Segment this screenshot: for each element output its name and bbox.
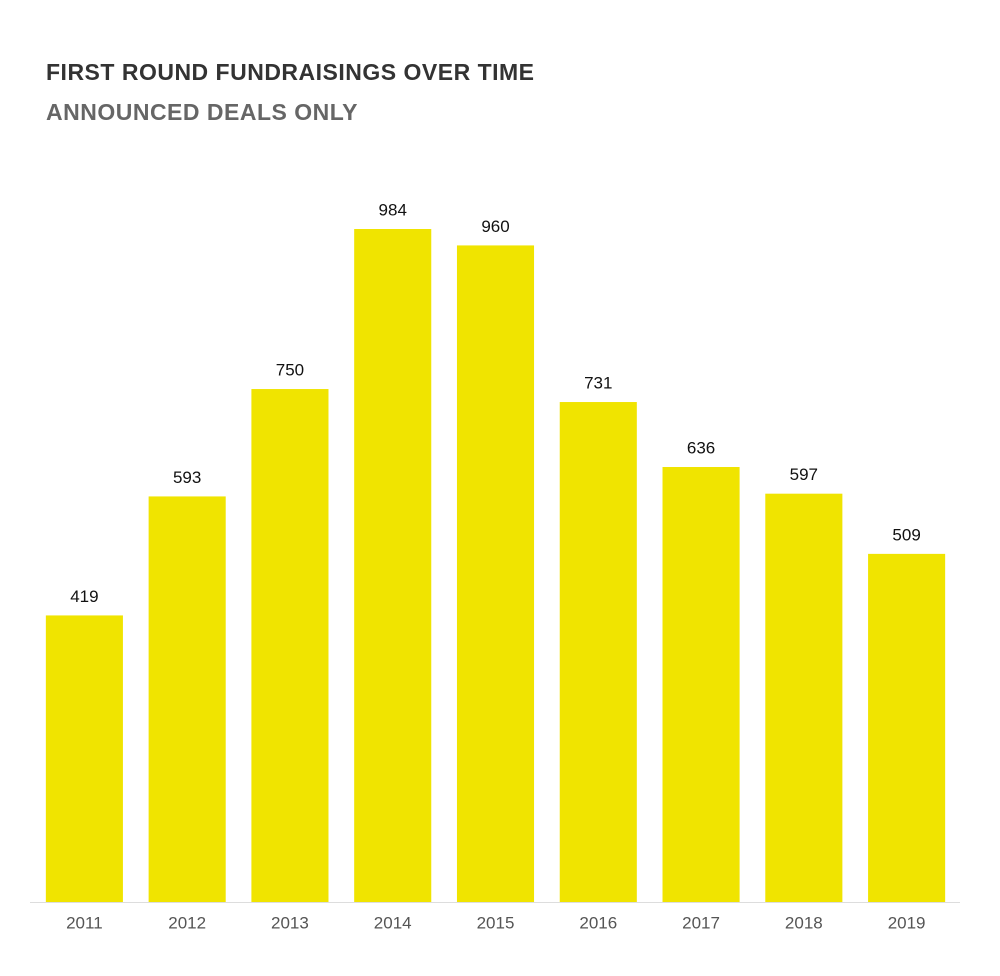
- bar: [45, 615, 123, 902]
- bar: [662, 467, 740, 902]
- bar: [148, 496, 226, 902]
- x-tick-label: 2014: [374, 913, 412, 932]
- value-label: 509: [892, 525, 920, 544]
- value-label: 419: [70, 587, 98, 606]
- bar: [456, 245, 535, 903]
- chart-title: FIRST ROUND FUNDRAISINGS OVER TIME: [46, 59, 535, 85]
- bar: [765, 493, 843, 902]
- x-tick-label: 2018: [785, 913, 823, 932]
- x-tick-label: 2013: [271, 913, 309, 932]
- x-tick-label: 2019: [888, 913, 926, 932]
- value-label: 593: [173, 468, 201, 487]
- x-tick-label: 2017: [682, 913, 720, 932]
- bar: [559, 402, 637, 902]
- bar: [251, 389, 329, 902]
- x-tick-label: 2012: [168, 913, 206, 932]
- value-label: 750: [276, 361, 304, 380]
- bar: [868, 553, 946, 902]
- x-tick-label: 2011: [66, 913, 103, 932]
- chart-subtitle: ANNOUNCED DEALS ONLY: [46, 99, 358, 125]
- value-label: 984: [379, 200, 407, 219]
- x-tick-label: 2015: [477, 913, 515, 932]
- value-label: 636: [687, 438, 715, 457]
- value-label: 731: [584, 374, 612, 393]
- bar: [354, 229, 432, 902]
- value-label: 597: [790, 465, 818, 484]
- x-tick-label: 2016: [579, 913, 617, 932]
- value-label: 960: [481, 217, 509, 236]
